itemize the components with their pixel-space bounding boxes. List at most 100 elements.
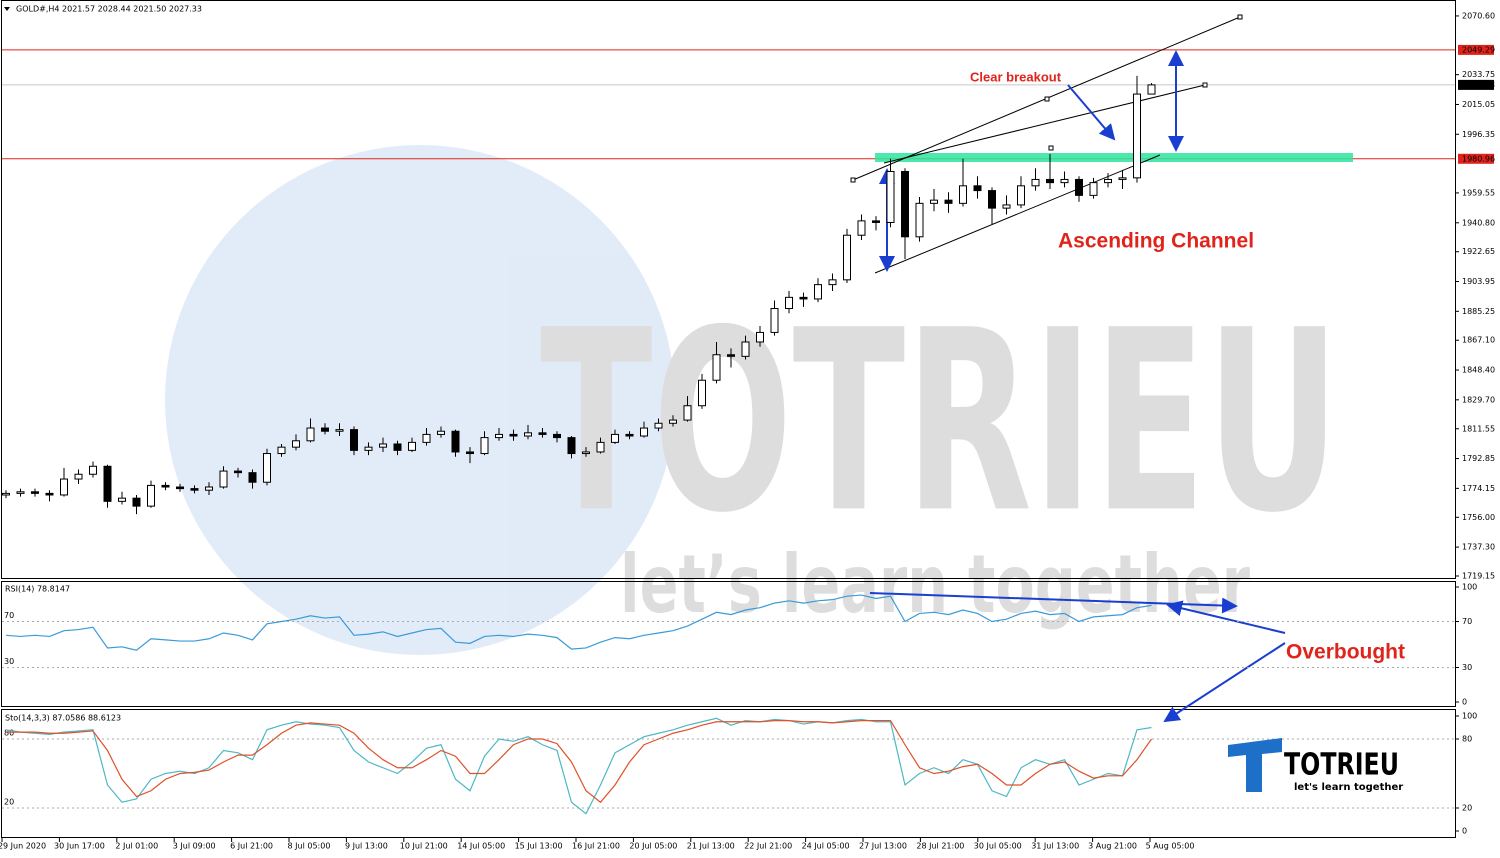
candle-body (161, 484, 170, 488)
x-tick-label: 30 Jun 17:00 (54, 842, 105, 851)
handle (850, 177, 856, 183)
y-tick-label: 1811.55 (1462, 424, 1495, 433)
x-tick-label: 29 Jun 2020 (0, 842, 46, 851)
y-tick-label: 1996.35 (1462, 130, 1495, 139)
x-tick-label: 6 Jul 21:00 (230, 842, 273, 851)
candle-body (988, 190, 996, 209)
candle-body (190, 488, 199, 491)
x-tick-label: 10 Jul 21:00 (400, 842, 448, 851)
watermark-title: TOTRIEU (540, 276, 1340, 567)
candle-body (1031, 178, 1040, 187)
y-tick-label: 1867.10 (1462, 336, 1495, 345)
candle-body (814, 284, 822, 300)
candle-body (915, 202, 924, 238)
y-tick-label: 80 (1462, 735, 1472, 744)
watermark-tagline: let’s learn together (620, 538, 1250, 631)
candle-body (538, 432, 547, 435)
candle-body (567, 437, 576, 455)
x-tick-label: 30 Jul 05:00 (974, 842, 1022, 851)
candle-body (437, 430, 445, 435)
candle-body (89, 465, 97, 475)
candle-body (770, 308, 779, 333)
candle-body (944, 199, 953, 204)
candle-body (509, 433, 518, 437)
candle-body (1075, 178, 1083, 196)
candle-body (959, 185, 967, 204)
price-label: 1980.96 (1462, 154, 1495, 163)
x-tick-label: 5 Aug 05:00 (1146, 842, 1195, 851)
candle-body (74, 473, 83, 480)
handle (1237, 14, 1243, 20)
candle-body (843, 234, 851, 281)
indicator-line (5, 594, 1152, 651)
candle-body (741, 341, 750, 357)
candle-body (234, 470, 242, 474)
x-tick-label: 27 Jul 13:00 (859, 842, 907, 851)
candle-body (828, 279, 837, 286)
candle-body (669, 419, 677, 424)
candle-body (31, 491, 39, 494)
level-label: 80 (4, 729, 14, 738)
channel (850, 14, 1243, 274)
y-tick-label: 20 (1462, 804, 1472, 813)
candle-body (176, 486, 184, 490)
y-tick-label: 1719.15 (1462, 572, 1495, 581)
candle-body (451, 430, 460, 453)
candle-body (147, 484, 155, 507)
candle-body (1118, 177, 1127, 180)
candle-body (901, 170, 909, 238)
candle-body (756, 331, 764, 343)
y-tick-label: 0 (1462, 827, 1467, 836)
frame (1, 0, 1456, 838)
x-tick-label: 8 Jul 05:00 (288, 842, 331, 851)
candle-body (1089, 182, 1098, 196)
handle (1048, 145, 1054, 151)
x-tick-label: 21 Jul 13:00 (687, 842, 735, 851)
candle-body (292, 440, 300, 448)
candle-body (118, 497, 126, 502)
x-tick-label: 15 Jul 13:00 (515, 842, 563, 851)
candle-body (466, 451, 474, 455)
price-label-box (1458, 79, 1494, 90)
candle-body (103, 465, 112, 502)
arrow (1166, 600, 1286, 634)
y-tick-label: 1940.80 (1462, 218, 1495, 227)
candle-body (1046, 178, 1054, 184)
logo-mark (1228, 738, 1282, 792)
rsi-panel (1, 581, 1456, 707)
candle-body (553, 433, 561, 439)
annotation: Clear breakout (970, 69, 1062, 84)
candle-body (219, 470, 228, 488)
stoch-panel (1, 709, 1456, 838)
candle-body (408, 441, 416, 451)
handle (1044, 96, 1050, 102)
x-tick-label: 22 Jul 21:00 (744, 842, 792, 851)
candle-body (335, 429, 344, 432)
y-tick-label: 2015.05 (1462, 100, 1495, 109)
candle-body (683, 405, 692, 421)
candle-body (799, 296, 808, 300)
indicator-title: Sto(14,3,3) 87.0586 88.6123 (5, 714, 121, 723)
logo-tagline: let's learn together (1294, 782, 1403, 793)
candle-body (1147, 84, 1156, 95)
candle-body (1104, 178, 1112, 184)
candle-body (379, 443, 387, 448)
price-label-box (1458, 153, 1494, 164)
logo: TOTRIEU let's learn together (1228, 738, 1403, 793)
candle-body (364, 446, 373, 451)
level-label: 30 (4, 657, 14, 666)
candle-body (698, 379, 706, 407)
candle-body (930, 199, 938, 204)
candle-body (582, 451, 590, 455)
candle-body (132, 497, 141, 507)
candle-body (625, 433, 634, 437)
candle-body (886, 170, 895, 223)
candle-body (263, 453, 271, 483)
candle-body (277, 446, 286, 455)
arrow (1067, 84, 1116, 141)
candle-body (654, 422, 663, 429)
header: GOLD#,H4 2021.57 2028.44 2021.50 2027.33 (16, 5, 202, 14)
candle-body (306, 427, 315, 442)
y-tick-label: 30 (1462, 663, 1472, 672)
candle-body (596, 441, 605, 453)
